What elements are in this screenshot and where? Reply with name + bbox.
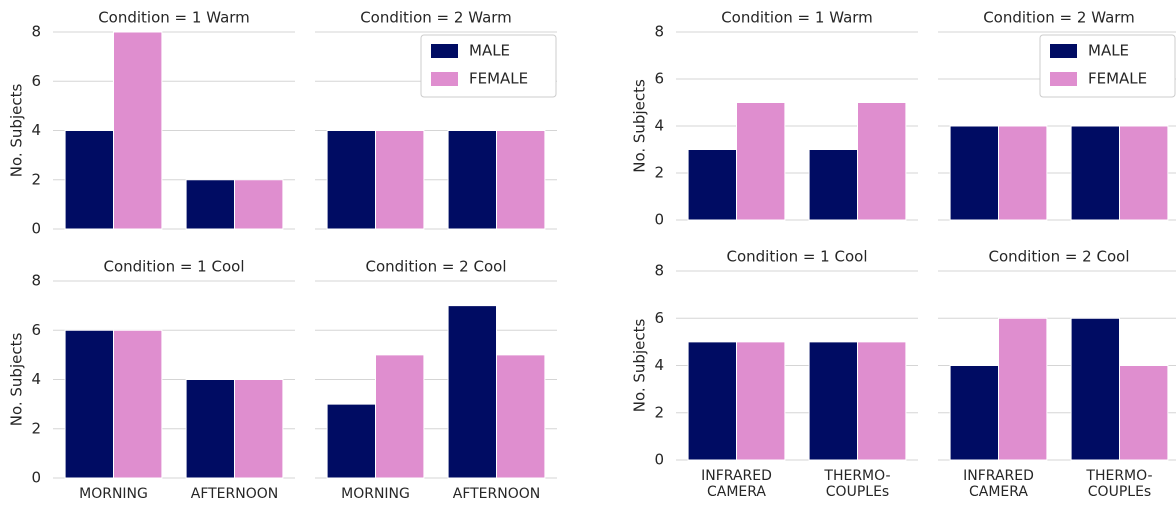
y-axis-label: No. Subjects (631, 79, 649, 173)
y-tick-label: 2 (31, 170, 41, 188)
bar (447, 130, 498, 230)
y-tick-label: 6 (31, 321, 41, 339)
bar (234, 179, 284, 230)
bar (687, 149, 737, 221)
y-axis-label: No. Subjects (8, 333, 26, 427)
panel-title: Condition = 1 Warm (721, 9, 873, 27)
bar (949, 125, 999, 221)
bar (447, 305, 498, 479)
legend-swatch (431, 44, 458, 58)
y-tick-label: 8 (31, 23, 41, 41)
x-tick-label: THERMO-COUPLEs (824, 468, 891, 500)
y-tick-label: 8 (654, 262, 664, 280)
x-tick-label: THERMO-COUPLEs (1086, 468, 1153, 500)
panel-title: Condition = 2 Warm (983, 9, 1135, 27)
x-tick-label: AFTERNOON (190, 486, 279, 502)
bar (857, 102, 907, 221)
y-tick-label: 8 (654, 23, 664, 41)
y-tick-label: 4 (31, 370, 41, 388)
bar (1119, 365, 1169, 461)
bar (113, 31, 163, 230)
x-tick-label: AFTERNOON (452, 486, 541, 502)
y-tick-label: 6 (654, 309, 664, 327)
bar (998, 317, 1048, 461)
bar (113, 329, 163, 479)
panel-title: Condition = 1 Warm (98, 9, 250, 27)
bar (949, 365, 999, 461)
bar (998, 125, 1048, 221)
bar (808, 149, 858, 221)
y-tick-label: 6 (31, 72, 41, 90)
y-tick-label: 6 (654, 70, 664, 88)
bar (64, 329, 114, 479)
y-tick-label: 2 (654, 403, 664, 421)
bar (857, 341, 907, 461)
y-tick-label: 2 (654, 164, 664, 182)
bar (375, 354, 425, 479)
legend-swatch (431, 72, 458, 86)
bar (496, 354, 546, 479)
bar (736, 341, 786, 461)
bar (1070, 317, 1120, 461)
y-tick-label: 4 (31, 121, 41, 139)
bar (64, 130, 114, 230)
bar (687, 341, 737, 461)
panel-title: Condition = 1 Cool (727, 248, 868, 266)
legend-swatch (1050, 44, 1077, 58)
bar (185, 379, 236, 479)
bar (375, 130, 425, 230)
legend-swatch (1050, 72, 1077, 86)
bar (234, 379, 284, 479)
bar (1119, 125, 1169, 221)
bar (808, 341, 858, 461)
panel-title: Condition = 1 Cool (104, 258, 245, 276)
x-tick-label: INFRARED CAMERA (963, 468, 1034, 500)
legend-label: FEMALE (1088, 70, 1147, 88)
bar (496, 130, 546, 230)
x-tick-label: INFRARED CAMERA (701, 468, 772, 500)
y-tick-label: 4 (654, 356, 664, 374)
x-tick-label: MORNING (79, 486, 148, 502)
y-tick-label: 0 (654, 451, 664, 469)
bar (736, 102, 786, 221)
y-tick-label: 4 (654, 117, 664, 135)
bar (1070, 125, 1120, 221)
legend-label: FEMALE (469, 70, 528, 88)
y-axis-label: No. Subjects (8, 84, 26, 178)
legend-label: MALE (469, 42, 510, 60)
y-tick-label: 2 (31, 419, 41, 437)
panel-title: Condition = 2 Cool (989, 248, 1130, 266)
bar (326, 130, 377, 230)
panel-title: Condition = 2 Warm (360, 9, 512, 27)
panel-title: Condition = 2 Cool (366, 258, 507, 276)
x-tick-label: MORNING (341, 486, 410, 502)
bar (326, 403, 377, 479)
bar (185, 179, 236, 230)
y-tick-label: 0 (654, 211, 664, 229)
y-tick-label: 0 (31, 220, 41, 238)
y-tick-label: 8 (31, 272, 41, 290)
y-axis-label: No. Subjects (631, 319, 649, 413)
legend-label: MALE (1088, 42, 1129, 60)
y-tick-label: 0 (31, 469, 41, 487)
